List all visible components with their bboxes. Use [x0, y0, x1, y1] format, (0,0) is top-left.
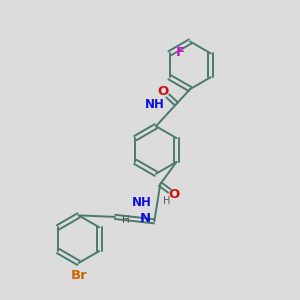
Text: Br: Br [70, 269, 87, 283]
Text: NH: NH [132, 196, 152, 208]
Text: NH: NH [145, 98, 165, 111]
Text: O: O [157, 85, 169, 98]
Text: O: O [169, 188, 180, 201]
Text: N: N [140, 212, 151, 226]
Text: H: H [163, 196, 170, 206]
Text: F: F [176, 46, 185, 59]
Text: H: H [122, 215, 130, 225]
